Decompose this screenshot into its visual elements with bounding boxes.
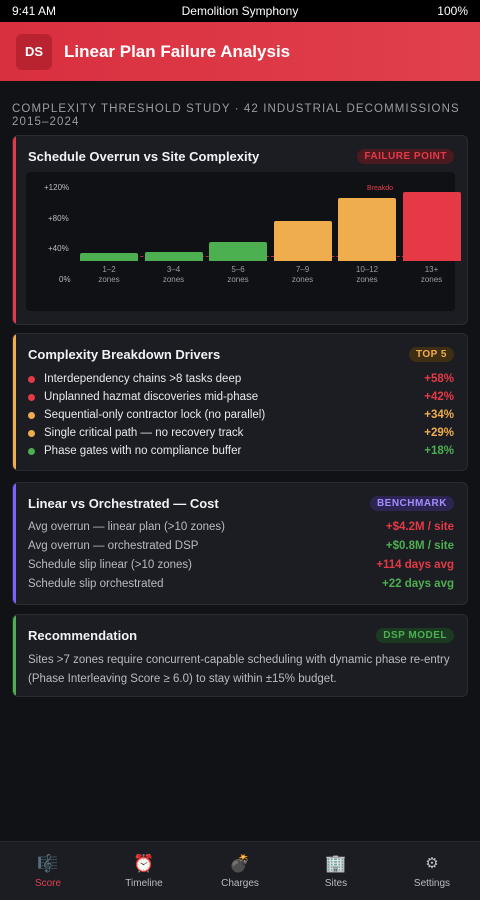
x-tick-label: 1–2 zones	[98, 265, 120, 284]
tab-charges[interactable]: 💣 Charges	[192, 842, 288, 900]
severity-dot-icon	[28, 447, 35, 455]
status-time: 9:41 AM	[12, 4, 57, 18]
x-tick-label: 13+ zones	[420, 265, 443, 284]
severity-dot-icon	[28, 393, 35, 401]
cost-value: +22 days avg	[382, 577, 454, 590]
score-icon: 🎼	[37, 853, 59, 873]
cost-label: Schedule slip linear (>10 zones)	[28, 558, 192, 571]
bar-3-4-zones	[144, 251, 203, 261]
y-tick-label: +80%	[48, 214, 69, 223]
bar-13-zones	[402, 192, 461, 261]
breakdown-label: Breakdo	[367, 185, 394, 192]
tab-score[interactable]: 🎼 Score	[0, 842, 96, 900]
y-tick-label: 0%	[59, 275, 71, 284]
tab-sites[interactable]: 🏢 Sites	[288, 842, 384, 900]
x-tick-label: 7–9 zones	[291, 265, 314, 284]
y-tick-label: +120%	[44, 183, 70, 192]
app-header: DS Linear Plan Failure Analysis	[0, 22, 480, 81]
cost-row: Schedule slip orchestrated +22 days avg	[28, 574, 454, 593]
severity-dot-icon	[28, 375, 35, 383]
dsp-model-badge: DSP MODEL	[376, 628, 454, 643]
cost-row: Avg overrun — orchestrated DSP +$0.8M / …	[28, 536, 454, 555]
x-tick-label: 10–12 zones	[355, 265, 379, 284]
study-subtitle: COMPLEXITY THRESHOLD STUDY · 42 INDUSTRI…	[12, 103, 460, 128]
app-logo[interactable]: DS	[16, 33, 52, 70]
drivers-card-title: Complexity Breakdown Drivers	[28, 347, 221, 362]
cost-value: +$4.2M / site	[385, 520, 454, 533]
x-tick-label: 5–6 zones	[227, 265, 249, 284]
benchmark-badge: BENCHMARK	[369, 496, 454, 511]
driver-row: Single critical path — no recovery track…	[28, 424, 454, 442]
tab-label: Settings	[413, 877, 451, 889]
drivers-card: Complexity Breakdown Drivers TOP 5 Inter…	[12, 333, 468, 471]
bar-7-9-zones	[273, 221, 332, 261]
cost-label: Avg overrun — orchestrated DSP	[28, 539, 199, 552]
overrun-bar-chart: +120% +80% +40% 0% Breakdo 1–2 zones 3–4 zo…	[26, 172, 461, 311]
status-app-name: Demolition Symphony	[181, 4, 299, 18]
card-accent	[13, 136, 16, 324]
driver-row: Interdependency chains >8 tasks deep +58…	[28, 370, 454, 388]
gear-icon: ⚙	[425, 854, 439, 872]
chart-card-title: Schedule Overrun vs Site Complexity	[28, 149, 260, 164]
driver-label: Phase gates with no compliance buffer	[44, 445, 242, 457]
tab-label: Charges	[221, 877, 259, 889]
card-accent	[13, 615, 16, 696]
driver-value: +29%	[424, 427, 454, 439]
status-bar: 9:41 AM Demolition Symphony 100%	[0, 0, 480, 22]
overrun-chart-card: Schedule Overrun vs Site Complexity FAIL…	[12, 135, 468, 325]
card-accent	[13, 334, 16, 470]
y-tick-label: +40%	[48, 244, 69, 253]
driver-label: Sequential-only contractor lock (no para…	[44, 409, 266, 421]
bar-5-6-zones	[209, 242, 267, 261]
driver-label: Single critical path — no recovery track	[44, 427, 244, 439]
recommendation-card: Recommendation DSP MODEL Sites >7 zones …	[12, 614, 468, 697]
cost-row: Schedule slip linear (>10 zones) +114 da…	[28, 555, 454, 574]
driver-value: +34%	[424, 409, 454, 421]
recommendation-title: Recommendation	[28, 628, 138, 643]
tab-settings[interactable]: ⚙ Settings	[384, 842, 480, 900]
driver-label: Interdependency chains >8 tasks deep	[44, 373, 242, 385]
tab-label: Score	[34, 877, 62, 889]
recommendation-text: Sites >7 zones require concurrent-capabl…	[28, 654, 450, 685]
driver-row: Sequential-only contractor lock (no para…	[28, 406, 454, 424]
cost-value: +$0.8M / site	[385, 539, 454, 552]
bottom-tab-bar: 🎼 Score ⏰ Timeline 💣 Charges 🏢 Sites ⚙ S…	[0, 841, 480, 900]
tab-label: Timeline	[125, 877, 163, 889]
bar-1-2-zones	[80, 253, 138, 261]
driver-value: +58%	[424, 373, 454, 385]
cost-comparison-card: Linear vs Orchestrated — Cost BENCHMARK …	[12, 482, 468, 605]
bar-10-12-zones	[338, 197, 396, 261]
alarm-clock-icon: ⏰	[133, 853, 155, 873]
x-tick-label: 3–4 zones	[162, 265, 185, 284]
page-title: Linear Plan Failure Analysis	[64, 41, 291, 61]
driver-value: +42%	[424, 391, 454, 403]
severity-dot-icon	[28, 429, 35, 437]
driver-row: Unplanned hazmat discoveries mid-phase +…	[28, 388, 454, 406]
cost-label: Schedule slip orchestrated	[28, 577, 164, 590]
severity-dot-icon	[28, 411, 35, 419]
cost-row: Avg overrun — linear plan (>10 zones) +$…	[28, 517, 454, 536]
bomb-icon: 💣	[229, 853, 251, 873]
failure-point-badge: FAILURE POINT	[357, 149, 454, 164]
tab-timeline[interactable]: ⏰ Timeline	[96, 842, 192, 900]
building-icon: 🏢	[325, 853, 347, 873]
cost-card-title: Linear vs Orchestrated — Cost	[28, 496, 219, 511]
top5-badge: TOP 5	[408, 347, 454, 362]
cost-label: Avg overrun — linear plan (>10 zones)	[28, 520, 225, 533]
tab-label: Sites	[324, 877, 348, 889]
status-battery: 100%	[437, 4, 468, 18]
driver-row: Phase gates with no compliance buffer +1…	[28, 442, 454, 460]
card-accent	[13, 483, 16, 604]
driver-label: Unplanned hazmat discoveries mid-phase	[44, 391, 259, 403]
driver-value: +18%	[424, 445, 454, 457]
cost-value: +114 days avg	[376, 558, 454, 571]
